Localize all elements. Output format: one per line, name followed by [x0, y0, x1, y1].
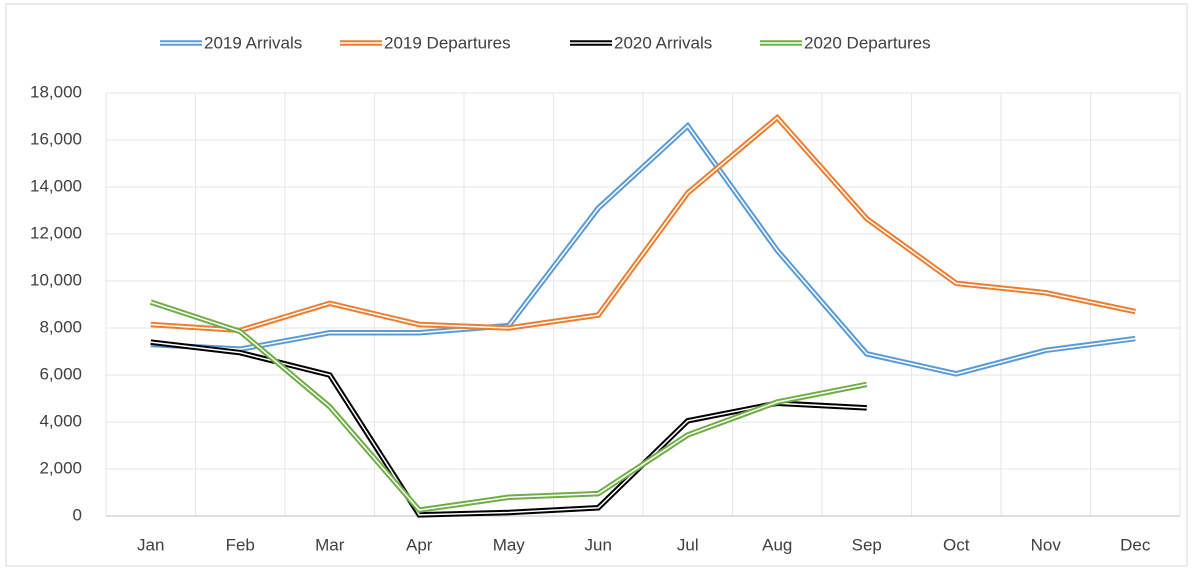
y-tick-label: 0 — [73, 505, 82, 524]
series-line-inner — [150, 124, 1136, 375]
y-tick-label: 4,000 — [39, 411, 82, 430]
y-tick-label: 16,000 — [30, 129, 82, 148]
x-tick-label: Mar — [315, 535, 345, 554]
x-tick-label: Jun — [585, 535, 612, 554]
y-tick-label: 12,000 — [30, 223, 82, 242]
series-line-inner — [150, 116, 1136, 332]
x-tick-label: Dec — [1120, 535, 1151, 554]
y-tick-label: 14,000 — [30, 176, 82, 195]
y-tick-label: 10,000 — [30, 270, 82, 289]
x-tick-label: Aug — [762, 535, 792, 554]
legend-label: 2019 Arrivals — [204, 33, 302, 52]
legend-label: 2019 Departures — [384, 33, 511, 52]
x-tick-label: Jul — [677, 535, 699, 554]
legend-label: 2020 Arrivals — [614, 33, 712, 52]
x-tick-label: Oct — [943, 535, 970, 554]
y-tick-label: 8,000 — [39, 317, 82, 336]
legend-label: 2020 Departures — [804, 33, 931, 52]
x-tick-label: Jan — [137, 535, 164, 554]
x-tick-label: May — [493, 535, 526, 554]
y-tick-label: 6,000 — [39, 364, 82, 383]
y-tick-label: 2,000 — [39, 458, 82, 477]
x-tick-label: Sep — [852, 535, 882, 554]
x-tick-label: Apr — [406, 535, 433, 554]
y-tick-label: 18,000 — [30, 82, 82, 101]
series-line-inner — [150, 301, 867, 511]
x-tick-label: Nov — [1031, 535, 1062, 554]
chart-border — [5, 3, 1188, 567]
x-tick-label: Feb — [226, 535, 255, 554]
